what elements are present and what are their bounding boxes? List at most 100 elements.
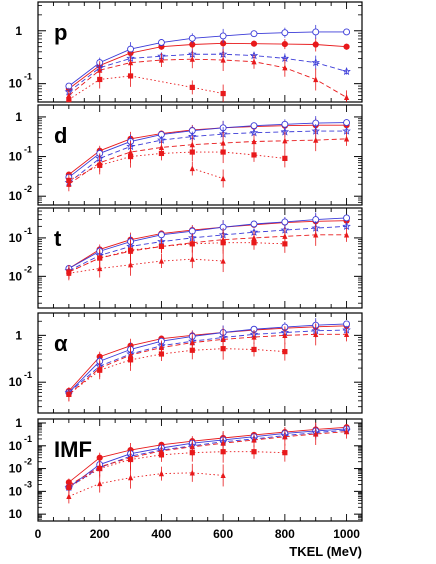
data-point — [313, 76, 319, 83]
data-point — [97, 76, 103, 83]
series — [65, 423, 351, 491]
data-point — [66, 482, 72, 489]
series-line — [68, 348, 285, 395]
series-line — [68, 220, 347, 269]
series — [65, 36, 350, 92]
panel-2: 110 -110 -2d — [9, 104, 363, 206]
data-point — [66, 92, 72, 98]
series — [66, 64, 226, 103]
y-tick-exponent: -1 — [24, 145, 32, 155]
series-line — [68, 31, 347, 87]
data-point — [97, 254, 103, 261]
data-point — [282, 332, 288, 338]
series-line — [68, 333, 347, 395]
data-point — [97, 159, 103, 166]
series — [66, 129, 350, 192]
x-axis-title: TKEL (MeV) — [289, 544, 362, 559]
series-line — [68, 124, 347, 175]
panel-label: p — [54, 20, 67, 45]
data-point — [97, 265, 103, 272]
series-line — [68, 472, 224, 497]
panel-label: IMF — [54, 437, 92, 462]
data-point — [158, 144, 165, 151]
panel-label: α — [54, 331, 68, 356]
y-tick-exponent: -3 — [24, 479, 32, 489]
y-tick-label: 10 — [9, 484, 23, 498]
y-tick-exponent: -1 — [24, 72, 32, 82]
series — [65, 118, 350, 178]
data-point — [313, 137, 319, 143]
panel-frame — [37, 104, 363, 206]
data-point — [189, 256, 195, 262]
data-point — [251, 58, 257, 65]
data-point — [311, 58, 320, 67]
data-point — [343, 214, 351, 222]
series-line — [68, 217, 347, 269]
series-line — [68, 429, 347, 488]
y-tick-label: 10 — [9, 150, 23, 164]
data-point — [251, 346, 257, 353]
data-point — [249, 128, 259, 137]
data-point — [250, 40, 258, 47]
data-point — [281, 40, 288, 48]
data-point — [127, 148, 134, 155]
x-tick-label: 1000 — [333, 527, 360, 541]
series — [65, 24, 351, 90]
series-line — [68, 138, 347, 185]
y-tick-label: 1 — [15, 416, 22, 430]
data-point — [189, 165, 195, 172]
series — [64, 124, 351, 187]
data-point — [97, 364, 103, 371]
x-axis: 0 200 400 600 800 1000 — [35, 527, 361, 541]
series-line — [68, 75, 224, 100]
series-line — [68, 225, 347, 272]
series — [65, 116, 351, 181]
data-point — [158, 243, 165, 250]
series-line — [68, 323, 347, 393]
x-tick-label: 600 — [213, 527, 233, 541]
series-line — [68, 428, 347, 488]
y-tick-label: 10 — [9, 269, 23, 283]
data-point — [158, 56, 165, 63]
data-point — [220, 336, 226, 342]
data-point — [97, 463, 103, 470]
x-tick-label: 800 — [275, 527, 295, 541]
data-point — [343, 231, 350, 238]
data-point — [343, 28, 351, 36]
panel-label: t — [54, 226, 62, 251]
data-point — [127, 45, 135, 53]
series-line — [68, 130, 347, 183]
y-tick-label: 10 — [9, 375, 23, 389]
data-point — [158, 257, 165, 264]
data-point — [313, 331, 319, 337]
data-point — [343, 119, 351, 127]
data-point — [281, 29, 289, 37]
y-tick-label: 1 — [15, 328, 22, 342]
data-point — [282, 450, 288, 456]
x-tick-label: 0 — [35, 527, 42, 541]
y-tick-exponent: -1 — [24, 434, 32, 444]
y-tick-exponent: -2 — [24, 264, 32, 274]
data-point — [158, 470, 165, 477]
data-point — [343, 428, 350, 435]
y-tick-label: 10 — [9, 77, 23, 91]
data-point — [282, 155, 288, 161]
y-tick-label: 10 — [9, 439, 23, 453]
data-point — [127, 73, 134, 79]
data-point — [343, 135, 350, 142]
y-tick-exponent: -2 — [24, 457, 32, 467]
y-tick-label: 10 — [9, 507, 23, 521]
y-tick-label: 1 — [15, 110, 22, 124]
data-point — [251, 152, 257, 158]
y-tick-label: 10 — [9, 189, 23, 203]
data-point — [158, 344, 165, 351]
data-point — [219, 32, 227, 40]
data-point — [66, 391, 72, 397]
panel-frame — [37, 312, 363, 414]
series-line — [68, 234, 347, 273]
data-point — [66, 493, 72, 500]
series — [66, 250, 226, 281]
data-point — [312, 28, 320, 36]
